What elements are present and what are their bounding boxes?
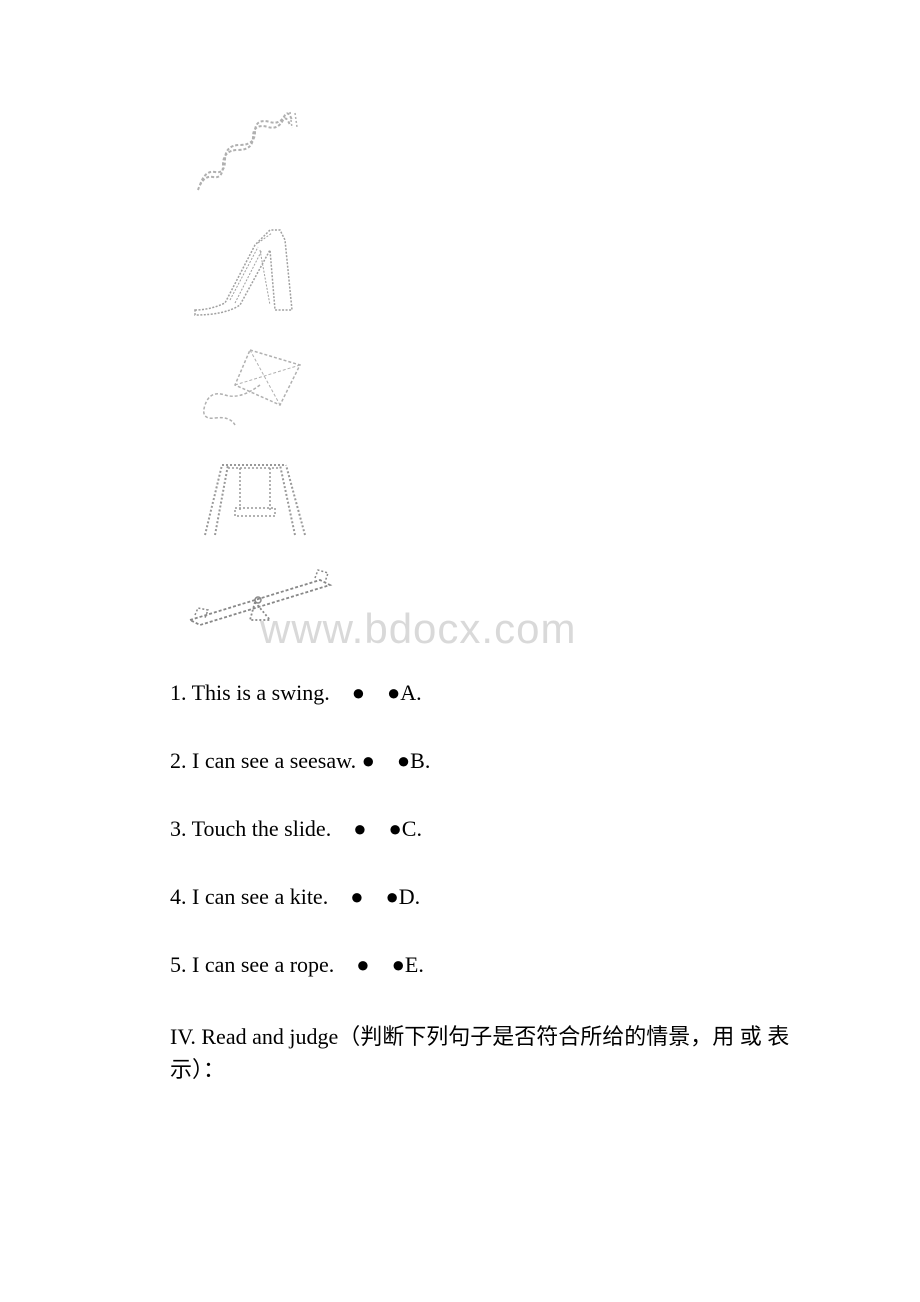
match-line-4: 4. I can see a kite. ● ●D. (170, 884, 790, 910)
section-iv-heading: IV. Read and judge（判断下列句子是否符合所给的情景，用 或 表… (170, 1020, 790, 1086)
images-column (180, 100, 790, 640)
match-line-2: 2. I can see a seesaw. ● ●B. (170, 748, 790, 774)
image-slide (180, 215, 790, 325)
match-line-1: 1. This is a swing. ● ●A. (170, 680, 790, 706)
page-content: 1. This is a swing. ● ●A. 2. I can see a… (130, 100, 790, 1086)
image-seesaw (180, 560, 790, 640)
match-line-5: 5. I can see a rope. ● ●E. (170, 952, 790, 978)
image-rope (180, 100, 790, 200)
match-line-3: 3. Touch the slide. ● ●C. (170, 816, 790, 842)
image-kite (180, 340, 790, 435)
image-swing (180, 450, 790, 545)
